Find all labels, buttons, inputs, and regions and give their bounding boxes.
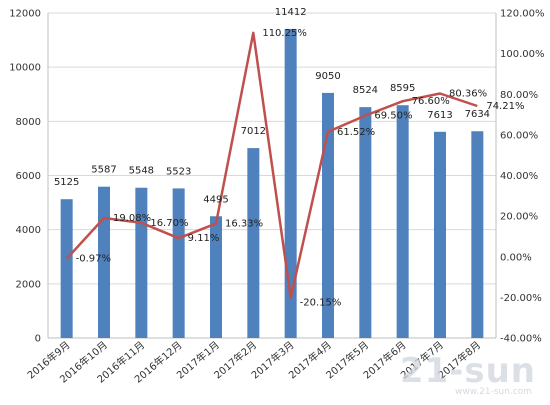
bar (471, 131, 484, 338)
y-left-tick-label: 10000 (9, 63, 41, 74)
line-data-label: -0.97% (76, 254, 111, 265)
bar-data-label: 9050 (315, 71, 340, 82)
bar-data-label: 4495 (203, 194, 228, 205)
bar-data-label: 5548 (129, 166, 154, 177)
bar (322, 92, 334, 338)
bar-data-label: 7012 (241, 126, 266, 137)
y-right-tick-label: -40.00% (500, 334, 542, 345)
bar-data-label: 5125 (54, 177, 79, 188)
bar (172, 188, 185, 338)
y-right-tick-label: 40.00% (500, 171, 538, 182)
bar (135, 187, 148, 338)
y-right-tick-label: 100.00% (500, 49, 545, 60)
bar (98, 186, 110, 338)
bar-data-label: 7634 (465, 109, 490, 120)
y-right-tick-label: 60.00% (500, 130, 538, 141)
y-left-tick-label: 6000 (16, 171, 41, 182)
y-right-tick-label: -20.00% (500, 293, 542, 304)
y-left-tick-label: 4000 (16, 225, 41, 236)
line-data-label: 80.36% (449, 89, 487, 100)
line-data-label: 16.33% (225, 219, 263, 230)
y-left-tick-label: 0 (35, 334, 41, 345)
bar (396, 105, 409, 338)
y-right-tick-label: 0.00% (500, 252, 532, 263)
bar (210, 216, 222, 338)
y-left-tick-label: 2000 (16, 279, 41, 290)
line-data-label: 19.08% (113, 213, 151, 224)
bar-data-label: 7613 (427, 110, 452, 121)
watermark-url: www.21-sun.com (455, 387, 532, 397)
y-left-tick-label: 12000 (9, 9, 41, 20)
y-right-tick-label: 20.00% (500, 212, 538, 223)
line-data-label: -20.15% (300, 298, 342, 309)
line-data-label: 9.11% (188, 233, 220, 244)
bar (434, 131, 446, 338)
y-right-tick-label: 80.00% (500, 90, 538, 101)
bar-data-label: 5587 (91, 165, 116, 176)
bar-data-label: 8524 (353, 85, 378, 96)
line-data-label: 76.60% (412, 96, 450, 107)
bar-data-label: 8595 (390, 83, 415, 94)
y-right-tick-label: 120.00% (500, 9, 545, 20)
bar (247, 148, 260, 338)
bar (284, 28, 297, 339)
y-left-tick-label: 8000 (16, 117, 41, 128)
line-data-label: 110.25% (262, 28, 307, 39)
bar (359, 107, 372, 339)
bar-data-label: 11412 (275, 7, 307, 18)
line-data-label: 61.52% (337, 127, 375, 138)
bar-data-label: 5523 (166, 166, 191, 177)
watermark-logo: 21-sun (399, 351, 536, 391)
line-series (65, 31, 478, 299)
line-data-label: 16.70% (150, 218, 188, 229)
bar (60, 199, 73, 338)
line-data-label: 74.21% (486, 101, 524, 112)
line-data-label: 69.50% (374, 111, 412, 122)
